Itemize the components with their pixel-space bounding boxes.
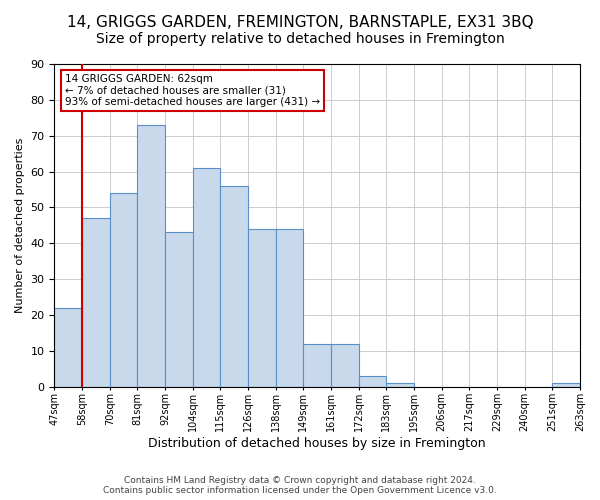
- Y-axis label: Number of detached properties: Number of detached properties: [15, 138, 25, 313]
- Bar: [82, 218, 110, 386]
- Bar: [55, 308, 82, 386]
- Bar: [110, 193, 137, 386]
- Bar: [304, 344, 331, 386]
- Bar: [220, 186, 248, 386]
- Bar: [248, 229, 276, 386]
- Bar: [386, 383, 414, 386]
- Text: Contains HM Land Registry data © Crown copyright and database right 2024.
Contai: Contains HM Land Registry data © Crown c…: [103, 476, 497, 495]
- Bar: [137, 125, 165, 386]
- Bar: [359, 376, 386, 386]
- Bar: [193, 168, 220, 386]
- Text: 14, GRIGGS GARDEN, FREMINGTON, BARNSTAPLE, EX31 3BQ: 14, GRIGGS GARDEN, FREMINGTON, BARNSTAPL…: [67, 15, 533, 30]
- Text: 14 GRIGGS GARDEN: 62sqm
← 7% of detached houses are smaller (31)
93% of semi-det: 14 GRIGGS GARDEN: 62sqm ← 7% of detached…: [65, 74, 320, 107]
- Bar: [276, 229, 304, 386]
- Bar: [165, 232, 193, 386]
- X-axis label: Distribution of detached houses by size in Fremington: Distribution of detached houses by size …: [148, 437, 486, 450]
- Bar: [331, 344, 359, 386]
- Bar: [553, 383, 580, 386]
- Text: Size of property relative to detached houses in Fremington: Size of property relative to detached ho…: [95, 32, 505, 46]
